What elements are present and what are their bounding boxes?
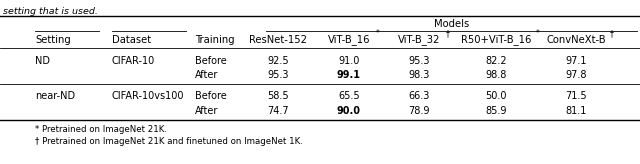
Text: 65.5: 65.5 — [338, 91, 360, 101]
Text: 91.0: 91.0 — [338, 56, 360, 66]
Text: Training: Training — [195, 35, 235, 45]
Text: 74.7: 74.7 — [268, 106, 289, 116]
Text: setting that is used.: setting that is used. — [3, 7, 98, 16]
Text: ViT-B_16: ViT-B_16 — [328, 34, 370, 45]
Text: 97.8: 97.8 — [565, 71, 587, 80]
Text: ND: ND — [35, 56, 50, 66]
Text: 98.8: 98.8 — [485, 71, 507, 80]
Text: * Pretrained on ImageNet 21K.: * Pretrained on ImageNet 21K. — [35, 125, 167, 134]
Text: 71.5: 71.5 — [565, 91, 587, 101]
Text: 78.9: 78.9 — [408, 106, 430, 116]
Text: 97.1: 97.1 — [565, 56, 587, 66]
Text: 58.5: 58.5 — [268, 91, 289, 101]
Text: 95.3: 95.3 — [408, 56, 430, 66]
Text: *: * — [536, 29, 540, 38]
Text: Before: Before — [195, 56, 227, 66]
Text: near-ND: near-ND — [35, 91, 76, 101]
Text: ViT-B_32: ViT-B_32 — [398, 34, 440, 45]
Text: 95.3: 95.3 — [268, 71, 289, 80]
Text: 82.2: 82.2 — [485, 56, 507, 66]
Text: 92.5: 92.5 — [268, 56, 289, 66]
Text: R50+ViT-B_16: R50+ViT-B_16 — [461, 34, 531, 45]
Text: Before: Before — [195, 91, 227, 101]
Text: Dataset: Dataset — [112, 35, 151, 45]
Text: Setting: Setting — [35, 35, 71, 45]
Text: 90.0: 90.0 — [337, 106, 361, 116]
Text: ResNet-152: ResNet-152 — [250, 35, 307, 45]
Text: *: * — [376, 29, 380, 38]
Text: † Pretrained on ImageNet 21K and finetuned on ImageNet 1K.: † Pretrained on ImageNet 21K and finetun… — [35, 137, 303, 145]
Text: 99.1: 99.1 — [337, 71, 361, 80]
Text: CIFAR-10: CIFAR-10 — [112, 56, 156, 66]
Text: After: After — [195, 71, 219, 80]
Text: †: † — [609, 29, 613, 38]
Text: ConvNeXt-B: ConvNeXt-B — [546, 35, 606, 45]
Text: 66.3: 66.3 — [408, 91, 430, 101]
Text: †: † — [446, 29, 450, 38]
Text: 50.0: 50.0 — [485, 91, 507, 101]
Text: Models: Models — [433, 19, 469, 29]
Text: 81.1: 81.1 — [565, 106, 587, 116]
Text: 98.3: 98.3 — [408, 71, 430, 80]
Text: CIFAR-10vs100: CIFAR-10vs100 — [112, 91, 184, 101]
Text: 85.9: 85.9 — [485, 106, 507, 116]
Text: After: After — [195, 106, 219, 116]
